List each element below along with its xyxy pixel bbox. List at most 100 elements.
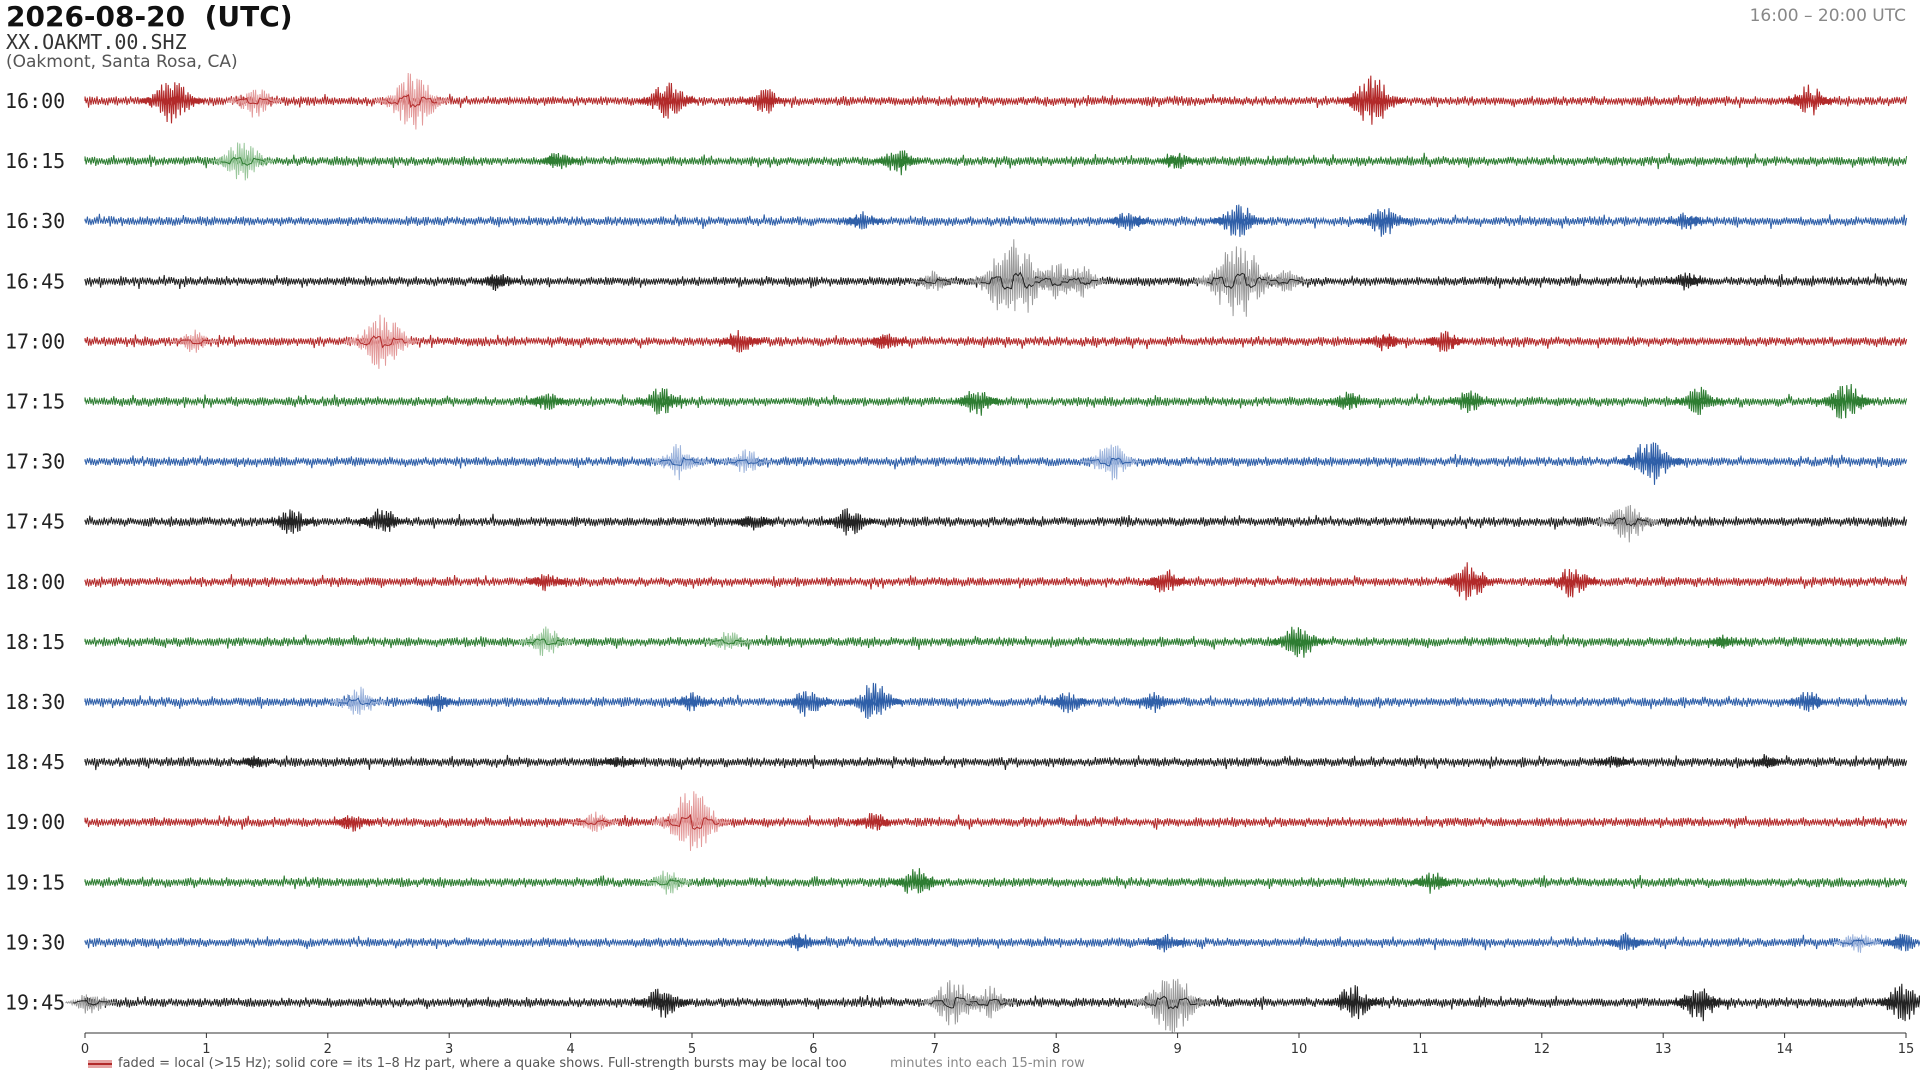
burst-1830-4	[843, 682, 905, 720]
burst-1700-3	[862, 333, 910, 349]
row-label-1830: 18:30	[5, 690, 65, 714]
burst-1715-4	[1444, 390, 1494, 414]
burst-1815-1	[703, 632, 753, 650]
burst-core-1900-1	[577, 819, 611, 825]
row-label-1845: 18:45	[5, 750, 65, 774]
x-tick-label-13: 13	[1655, 1042, 1672, 1057]
burst-core-1645-4	[1060, 277, 1099, 285]
burst-1645-7	[1663, 272, 1711, 291]
burst-core-1700-1	[355, 335, 407, 349]
burst-1645-4	[1052, 266, 1108, 298]
burst-1845-0	[233, 755, 276, 769]
burst-core-1945-3	[969, 998, 1008, 1007]
row-label-1915: 19:15	[5, 870, 65, 894]
burst-1830-3	[780, 691, 834, 717]
burst-1645-0	[474, 274, 522, 292]
burst-1600-1	[226, 89, 283, 118]
trace-1600	[84, 93, 1908, 109]
burst-core-1930-3	[1840, 939, 1874, 945]
x-tick-label-7: 7	[931, 1042, 939, 1057]
burst-1945-4	[1132, 978, 1211, 1034]
row-label-1945: 19:45	[5, 991, 65, 1015]
burst-1700-1	[344, 314, 421, 369]
burst-1830-5	[1043, 692, 1093, 714]
burst-1745-2	[729, 516, 776, 531]
burst-1830-0	[329, 686, 386, 715]
burst-1845-1	[598, 755, 640, 768]
burst-1645-1	[910, 270, 960, 291]
trace-1845	[84, 754, 1908, 771]
x-tick-label-8: 8	[1052, 1042, 1060, 1057]
x-axis-label: minutes into each 15-min row	[890, 1056, 1085, 1071]
burst-1700-0	[169, 329, 219, 353]
burst-core-1830-0	[338, 697, 376, 706]
burst-1900-3	[850, 813, 898, 831]
burst-1945-3	[961, 985, 1017, 1019]
burst-1800-2	[1438, 562, 1500, 601]
x-tick-label-0: 0	[81, 1042, 89, 1057]
burst-1900-0	[328, 815, 376, 832]
trace-1915	[84, 875, 1908, 890]
row-label-1700: 17:00	[5, 329, 65, 353]
legend: faded = local (>15 Hz); solid core = its…	[88, 1056, 847, 1071]
burst-1845-2	[1593, 755, 1635, 768]
x-tick-label-1: 1	[202, 1042, 210, 1057]
burst-1630-4	[1664, 212, 1711, 230]
trace-1800	[84, 574, 1908, 590]
burst-1945-7	[1872, 983, 1920, 1022]
burst-1615-1	[535, 152, 582, 170]
trace-1730	[84, 454, 1908, 470]
burst-1600-3	[636, 82, 699, 119]
station-location: (Oakmont, Santa Rosa, CA)	[6, 52, 238, 72]
burst-1600-6	[1780, 84, 1837, 116]
x-tick-label-12: 12	[1534, 1042, 1551, 1057]
legend-swatch	[88, 1059, 112, 1068]
x-tick-label-10: 10	[1291, 1042, 1308, 1057]
x-tick-label-11: 11	[1412, 1042, 1429, 1057]
burst-core-1730-2	[1089, 457, 1132, 467]
burst-core-1945-4	[1144, 995, 1198, 1010]
burst-1630-2	[1208, 204, 1268, 237]
burst-1730-1	[720, 449, 772, 473]
burst-1730-0	[650, 443, 710, 481]
time-range: 16:00 – 20:00 UTC	[1749, 6, 1906, 26]
row-label-1745: 17:45	[5, 510, 65, 534]
trace-1830	[84, 694, 1908, 710]
burst-1700-2	[715, 329, 765, 353]
trace-1930	[84, 934, 1908, 951]
burst-core-1900-2	[663, 813, 720, 830]
burst-1645-2	[966, 239, 1061, 313]
burst-1830-2	[668, 692, 716, 712]
burst-1745-0	[265, 509, 317, 534]
burst-1830-1	[413, 693, 461, 713]
chart-title: 2026-08-20 (UTC)	[6, 0, 293, 33]
x-tick-label-9: 9	[1173, 1042, 1181, 1057]
x-tick-label-3: 3	[445, 1042, 453, 1057]
burst-1715-6	[1814, 383, 1876, 419]
trace-1615	[84, 152, 1908, 170]
burst-1930-3	[1832, 934, 1882, 953]
row-label-1645: 16:45	[5, 269, 65, 293]
burst-1600-5	[1337, 75, 1406, 125]
burst-core-1700-0	[177, 339, 211, 345]
row-label-1600: 16:00	[5, 89, 65, 113]
burst-1800-1	[1139, 569, 1191, 593]
burst-1600-2	[374, 72, 451, 130]
burst-1630-3	[1355, 208, 1412, 237]
burst-1915-2	[1407, 872, 1457, 894]
burst-1930-2	[1603, 932, 1651, 951]
legend-text: faded = local (>15 Hz); solid core = its…	[118, 1056, 847, 1071]
row-label-1715: 17:15	[5, 390, 65, 414]
burst-1615-2	[871, 150, 925, 176]
burst-core-1915-0	[649, 879, 686, 886]
burst-1715-3	[1324, 391, 1371, 411]
burst-core-1645-5	[1206, 272, 1269, 290]
burst-1745-1	[355, 508, 409, 532]
trace-1900	[84, 814, 1908, 830]
x-tick-label-2: 2	[324, 1042, 332, 1057]
burst-core-1815-0	[526, 638, 565, 646]
burst-core-1645-6	[1269, 278, 1303, 284]
burst-core-1600-2	[386, 94, 438, 109]
row-label-1900: 19:00	[5, 810, 65, 834]
